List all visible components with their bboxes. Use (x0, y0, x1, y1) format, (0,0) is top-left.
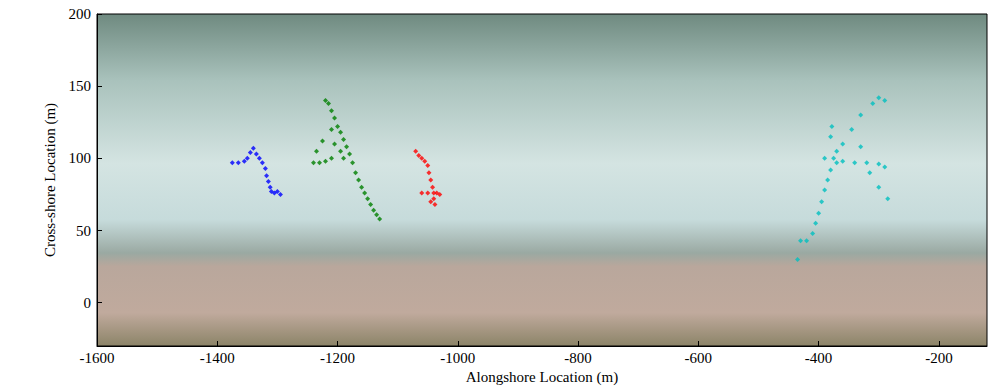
svg-text:0: 0 (84, 295, 92, 311)
svg-text:-400: -400 (805, 350, 833, 366)
svg-text:50: 50 (76, 223, 91, 239)
svg-text:-1000: -1000 (440, 350, 475, 366)
svg-text:100: 100 (69, 150, 92, 166)
svg-text:Alongshore Location (m): Alongshore Location (m) (466, 369, 618, 386)
svg-text:-1400: -1400 (200, 350, 235, 366)
svg-text:-1600: -1600 (80, 350, 115, 366)
svg-text:-200: -200 (925, 350, 953, 366)
svg-text:150: 150 (69, 78, 92, 94)
svg-text:-800: -800 (564, 350, 592, 366)
svg-text:-600: -600 (685, 350, 713, 366)
svg-text:200: 200 (69, 6, 92, 22)
svg-text:-1200: -1200 (320, 350, 355, 366)
svg-text:Cross-shore Location (m): Cross-shore Location (m) (42, 103, 59, 257)
